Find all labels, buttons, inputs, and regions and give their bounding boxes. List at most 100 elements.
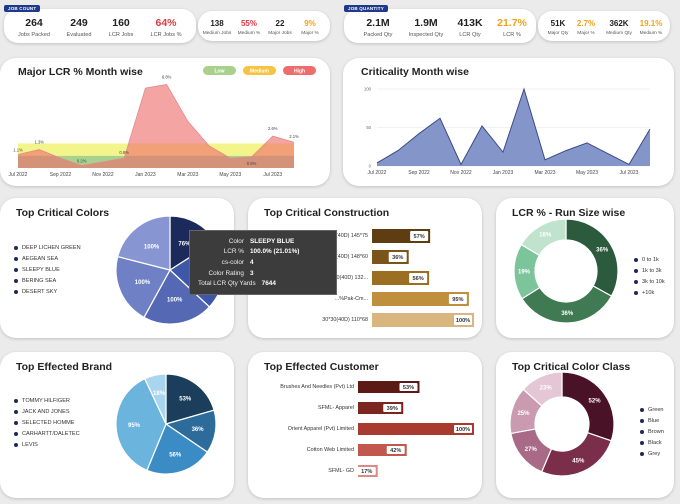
legend-label: AEGEAN SEA [22,255,59,262]
legend-label: DESERT SKY [22,288,58,295]
legend-label: Green [648,406,664,413]
legend-dot [634,290,638,295]
major-lcr-title: Major LCR % Month wise [18,66,143,78]
bar-value-bg [454,315,472,325]
kpi-evaluated: 249 Evaluated [66,17,92,38]
slice-label: 18% [153,391,166,397]
bar-category-label: ...%Pak-Cm... [334,296,368,302]
major-lcr-x-tick: Jan 2023 [135,172,156,178]
legend-item-selected-homme[interactable]: SELECTED HOMME [14,417,80,428]
criticality-x-tick: Jul 2022 [368,170,387,176]
tooltip-row: Color SLEEPY BLUE [228,237,295,245]
legend-label: TOMMY HILFIGER [22,397,70,404]
kpi-lcr-qty-pct: 21.7% LCR % [497,17,527,38]
bar-value-label: 57% [414,234,425,240]
legend-item-carhartt-daletec[interactable]: CARHARTT/DALETEC [14,428,80,439]
legend-dot [14,245,18,250]
slice-desert-sky [116,215,171,271]
legend-item-deep-lichen-green[interactable]: DEEP LICHEN GREEN [14,242,81,253]
major-lcr-line [17,84,295,166]
legend-item-10k[interactable]: +10k [634,287,665,298]
slice-label: 76% [178,242,191,248]
job-count-main-panel [4,9,196,43]
bar-value-label: 53% [403,385,414,391]
legend-item-grey[interactable]: Grey [640,448,664,459]
major-lcr-x-tick: Sep 2022 [50,172,72,178]
major-lcr-value-label: 1.3% [34,140,44,145]
legend-item-bering-sea[interactable]: BERING SEA [14,275,81,286]
bar-value-label: 100% [456,427,470,433]
slice-carhartt-daletec [115,377,167,472]
run-size-legend: 0 to 1k 1k to 3k 3k to 10k +10k [634,254,665,298]
legend-item-aegean-sea[interactable]: AEGEAN SEA [14,253,81,264]
legend-item-black[interactable]: Black [640,437,664,448]
job-count-tag: JOB COUNT [4,5,41,12]
slice-label: 19% [518,270,531,276]
legend-label: LEVIS [22,441,38,448]
legend-item-sleepy-blue[interactable]: SLEEPY BLUE [14,264,81,275]
tooltip-row: cs-color 4 [221,258,254,266]
slice-label: 45% [572,459,585,465]
legend-dot [634,268,638,273]
criticality-title: Criticality Month wise [361,66,469,78]
legend-label: Brown [648,428,664,435]
top-effected-customer-bars: 53% 39% 100% 42% 17% [357,381,474,477]
legend-dot [14,442,18,447]
top-critical-construction-bars: 57% 36% 56% 95% 100% [372,229,474,327]
kpi-medium-qty-pct: 19.1% Medium % [639,19,663,36]
legend-dot [14,409,18,414]
legend-label: Black [648,439,662,446]
legend-item-0-to-1k[interactable]: 0 to 1k [634,254,665,265]
criticality-x-tick: Mar 2023 [534,170,555,176]
kpi-lcr-jobs: 160 LCR Jobs [108,17,134,38]
legend-medium-label: Medium [250,69,269,75]
color-class-card: Top Critical Color Class Green Blue Brown B… [496,352,674,498]
bar-category-label: SFML- Apparel [318,405,354,411]
bar-category-label: 30*30(40D) 148*60 [321,254,368,260]
criticality-y-tick: 50 [366,125,371,130]
legend-item-1k-to-3k[interactable]: 1k to 3k [634,265,665,276]
bar-category-label: 30*30(40D) 110*68 [322,317,368,323]
criticality-y-tick: 100 [364,87,372,92]
legend-item-brown[interactable]: Brown [640,426,664,437]
legend-dot [640,407,644,412]
legend-item-tommy-hilfiger[interactable]: TOMMY HILFIGER [14,395,80,406]
legend-item-desert-sky[interactable]: DESERT SKY [14,286,81,297]
color-class-donut: 52% 45% 27% 25% 23% [509,371,615,477]
major-lcr-x-tick: Mar 2023 [177,172,198,178]
slice-1k-to-3k [521,285,613,324]
bar-value-bg [357,467,376,475]
slice-label: 36% [596,248,609,254]
bar-pak-cm [372,292,469,306]
legend-label: DEEP LICHEN GREEN [22,244,81,251]
top-effected-brand-card: Top Effected Brand TOMMY HILFIGER JACK AN… [0,352,234,498]
legend-label: Grey [648,450,661,457]
bar-value-label: 39% [387,406,398,412]
legend-dot [640,418,644,423]
legend-item-levis[interactable]: LEVIS [14,439,80,450]
criticality-x-tick: Sep 2022 [408,170,430,176]
top-effected-brand-legend: TOMMY HILFIGER JACK AND JONES SELECTED HOM… [14,395,80,450]
criticality-x-tick: Jan 2023 [493,170,514,176]
kpi-medium-pct: 55% Medium % [237,19,261,36]
kpi-medium-qty: 362K Medium Qty [606,19,632,36]
legend-item-green[interactable]: Green [640,404,664,415]
legend-item-blue[interactable]: Blue [640,415,664,426]
kpi-lcr-qty: 413K LCR Qty [457,17,483,38]
bar-value-label: 36% [392,255,403,261]
legend-label: +10k [642,289,655,296]
legend-item-jack-and-jones[interactable]: JACK AND JONES [14,406,80,417]
legend-item-3k-to-10k[interactable]: 3k to 10k [634,276,665,287]
major-lcr-x-tick: May 2023 [219,172,241,178]
bar-value-label: 56% [413,276,424,282]
major-lcr-value-label: 0.8% [119,150,129,155]
bar-value-bg [383,404,402,412]
top-effected-customer-title: Top Effected Customer [264,361,379,373]
legend-dot [640,429,644,434]
criticality-x-tick: Jul 2023 [620,170,639,176]
run-size-donut: 36% 36% 19% 18% [513,218,619,324]
slice-selected-homme [146,423,209,475]
slice-label: 36% [192,427,205,433]
slice-label: 25% [517,411,530,417]
slice-label: 23% [540,385,553,391]
